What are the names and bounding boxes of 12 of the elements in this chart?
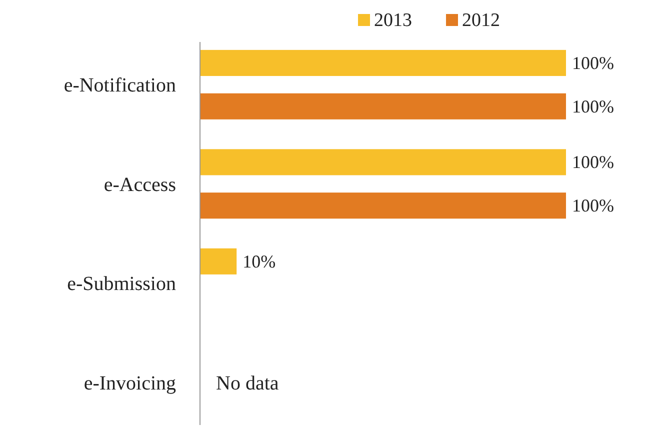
data-label: 100%: [572, 52, 614, 73]
y-tick-label: e-Invoicing: [84, 372, 176, 394]
annotation: No data: [216, 372, 279, 394]
legend-label: 2012: [462, 10, 500, 31]
y-tick-label: e-Notification: [64, 74, 176, 97]
y-tick-label: e-Access: [104, 174, 176, 196]
data-label: 100%: [572, 96, 614, 116]
data-label: 100%: [572, 152, 614, 172]
y-tick-label: e-Submission: [67, 273, 176, 296]
data-label: 100%: [572, 196, 614, 216]
data-label: 10%: [242, 251, 276, 272]
legend-label: 2013: [374, 10, 412, 31]
